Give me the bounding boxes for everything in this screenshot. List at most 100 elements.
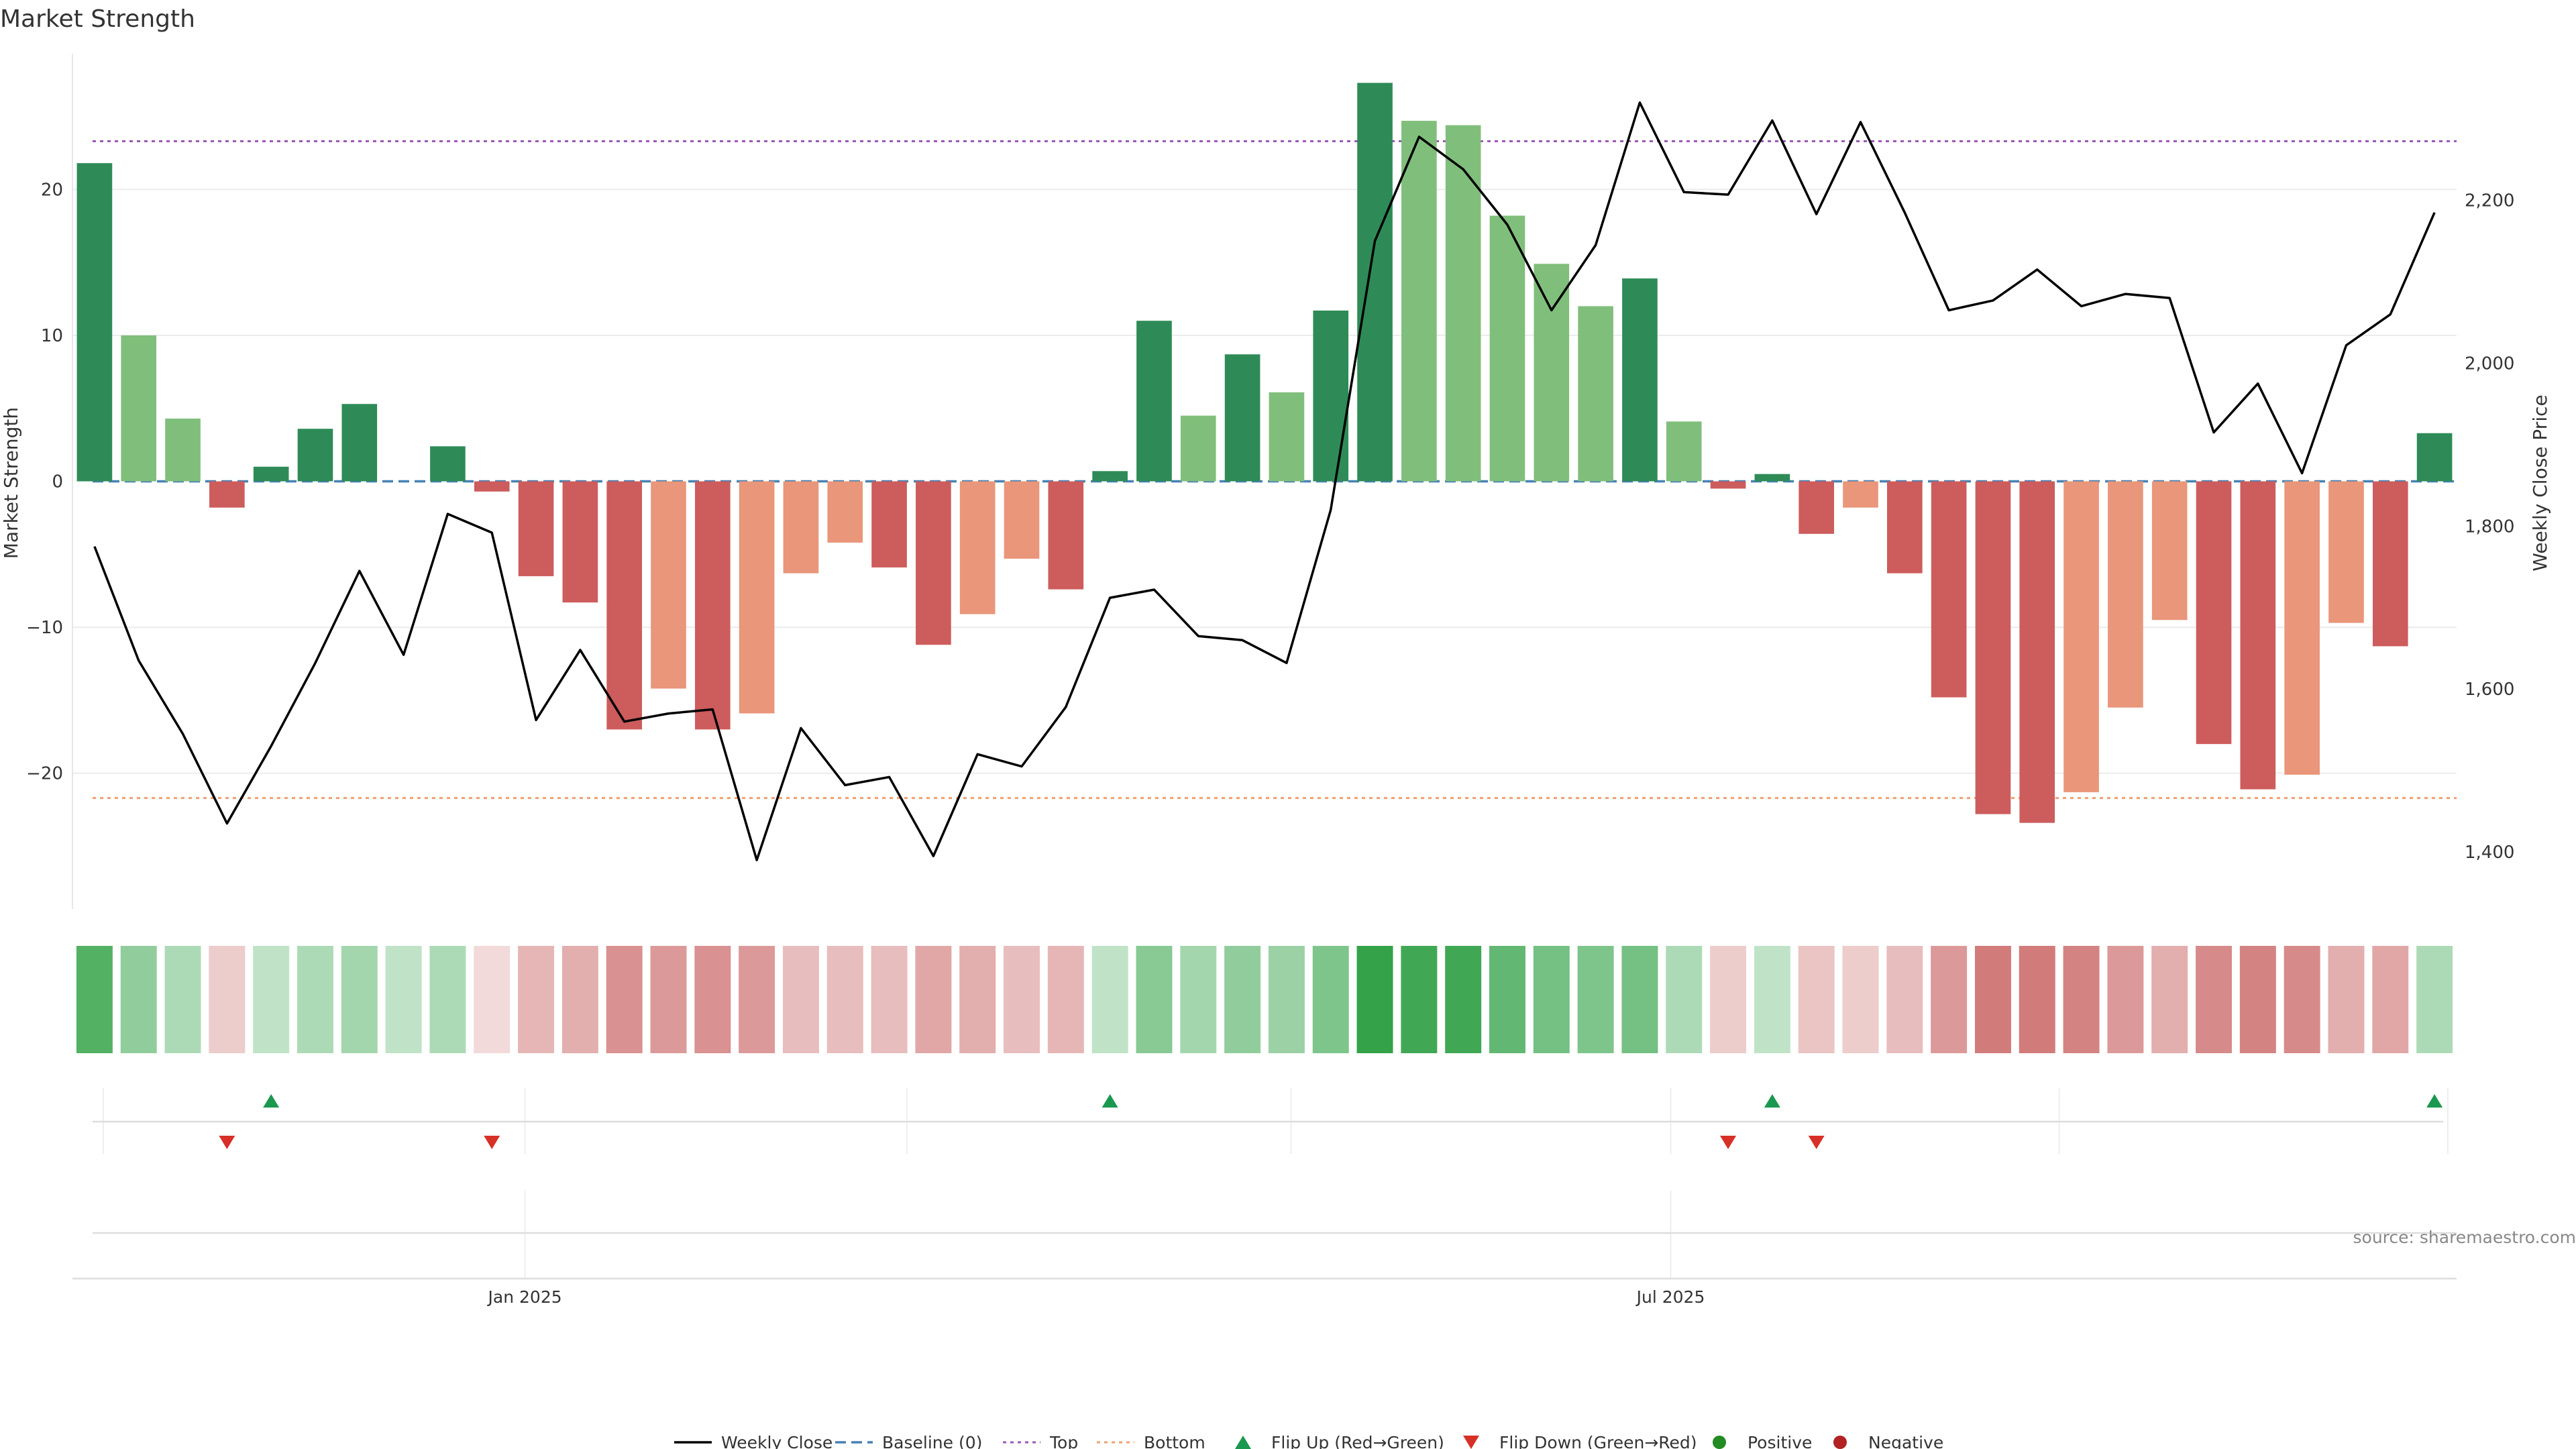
flip-down-marker	[484, 1136, 500, 1149]
bottom-panel	[72, 1191, 2457, 1280]
heat-cell	[2063, 946, 2100, 1053]
heat-cell	[1754, 946, 1790, 1053]
heat-cell	[474, 946, 511, 1053]
flip-down-marker	[1808, 1136, 1825, 1149]
heat-cell	[1533, 946, 1570, 1053]
bar	[1136, 321, 1172, 482]
bar	[165, 418, 201, 482]
heat-cell	[1489, 946, 1525, 1053]
bar	[739, 481, 775, 714]
heat-cell	[120, 946, 157, 1053]
heat-cell	[429, 946, 466, 1053]
bar	[606, 481, 643, 730]
bar	[1534, 264, 1570, 482]
bar	[2416, 433, 2453, 482]
heat-cell	[2019, 946, 2055, 1053]
bar	[2019, 481, 2055, 823]
heat-cell	[915, 946, 952, 1053]
heat-cell	[1886, 946, 1923, 1053]
legend-label: Flip Down (Green→Red)	[1499, 1433, 1697, 1449]
x-axis: Jan 2025 Jul 2025	[487, 1287, 1705, 1307]
y-tick-label: −20	[26, 764, 63, 784]
y2-tick-label: 1,400	[2465, 843, 2514, 863]
heat-cell	[76, 946, 113, 1053]
legend-swatch-flip-down	[1463, 1436, 1479, 1449]
bar	[1489, 215, 1525, 482]
bar	[430, 446, 466, 482]
heat-cell	[1047, 946, 1084, 1053]
bar	[1357, 83, 1393, 482]
y-tick-label: −10	[26, 618, 63, 638]
heat-cell	[1312, 946, 1349, 1053]
bar	[1578, 306, 1613, 482]
bar	[2284, 481, 2320, 775]
heat-cell	[959, 946, 996, 1053]
bar	[1092, 471, 1128, 482]
heat-cell	[1931, 946, 1968, 1053]
y-axis-label: Market Strength	[0, 407, 22, 559]
flip-up-marker	[1764, 1094, 1780, 1108]
heat-cell	[1666, 946, 1703, 1053]
heat-cell	[341, 946, 378, 1053]
bar	[2063, 481, 2099, 792]
bar	[297, 429, 333, 482]
bar	[1622, 278, 1658, 482]
y-axis: −20 −10 0 10 20	[26, 180, 63, 784]
bar	[783, 481, 819, 574]
bar	[2196, 481, 2232, 745]
legend-label: Top	[1049, 1433, 1078, 1449]
heat-cell	[826, 946, 863, 1053]
heat-cell	[2107, 946, 2144, 1053]
weekly-close-line	[93, 101, 2436, 861]
heat-cell	[1004, 946, 1040, 1053]
bar	[959, 481, 996, 614]
heat-cell	[1710, 946, 1747, 1053]
y2-tick-label: 1,800	[2465, 517, 2514, 537]
heat-cell	[2328, 946, 2365, 1053]
strength-bars	[76, 83, 2453, 823]
bar	[1401, 121, 1437, 482]
legend-swatch-positive	[1713, 1436, 1726, 1449]
heat-cell	[561, 946, 598, 1053]
weekly-close-series	[93, 101, 2436, 861]
heat-cell	[1842, 946, 1879, 1053]
heat-cell	[1356, 946, 1393, 1053]
bar	[562, 481, 598, 603]
x-tick-label: Jul 2025	[1635, 1287, 1705, 1307]
legend-label: Positive	[1748, 1433, 1812, 1449]
bar	[2240, 481, 2276, 790]
bar	[1445, 125, 1481, 482]
bar	[253, 466, 289, 482]
bar	[694, 481, 731, 730]
bar	[1048, 481, 1084, 590]
heat-cell	[739, 946, 775, 1053]
y2-tick-label: 2,200	[2465, 191, 2514, 211]
bar	[209, 481, 245, 508]
legend-swatch-negative	[1833, 1436, 1847, 1449]
bar	[916, 481, 951, 645]
heat-cell	[209, 946, 246, 1053]
bar	[1710, 481, 1746, 489]
bar	[827, 481, 863, 543]
x-tick-label: Jan 2025	[487, 1287, 562, 1307]
chart-title: Market Strength	[0, 5, 195, 33]
y2-axis: 1,400 1,600 1,800 2,000 2,200	[2465, 191, 2514, 863]
heat-cell	[385, 946, 422, 1053]
heat-cell	[871, 946, 908, 1053]
bar	[1799, 481, 1835, 534]
bar	[871, 481, 907, 568]
heat-cell	[2372, 946, 2409, 1053]
legend-label: Baseline (0)	[882, 1433, 982, 1449]
heat-strip	[76, 946, 2453, 1053]
y2-tick-label: 1,600	[2465, 680, 2514, 700]
heat-cell	[253, 946, 290, 1053]
heat-cell	[782, 946, 819, 1053]
y2-tick-label: 2,000	[2465, 354, 2514, 374]
legend-label: Weekly Close	[721, 1433, 833, 1449]
heat-cell	[1180, 946, 1217, 1053]
flip-up-marker	[2426, 1094, 2443, 1108]
heat-cell	[2416, 946, 2453, 1053]
heat-cell	[1577, 946, 1614, 1053]
heat-cell	[297, 946, 333, 1053]
